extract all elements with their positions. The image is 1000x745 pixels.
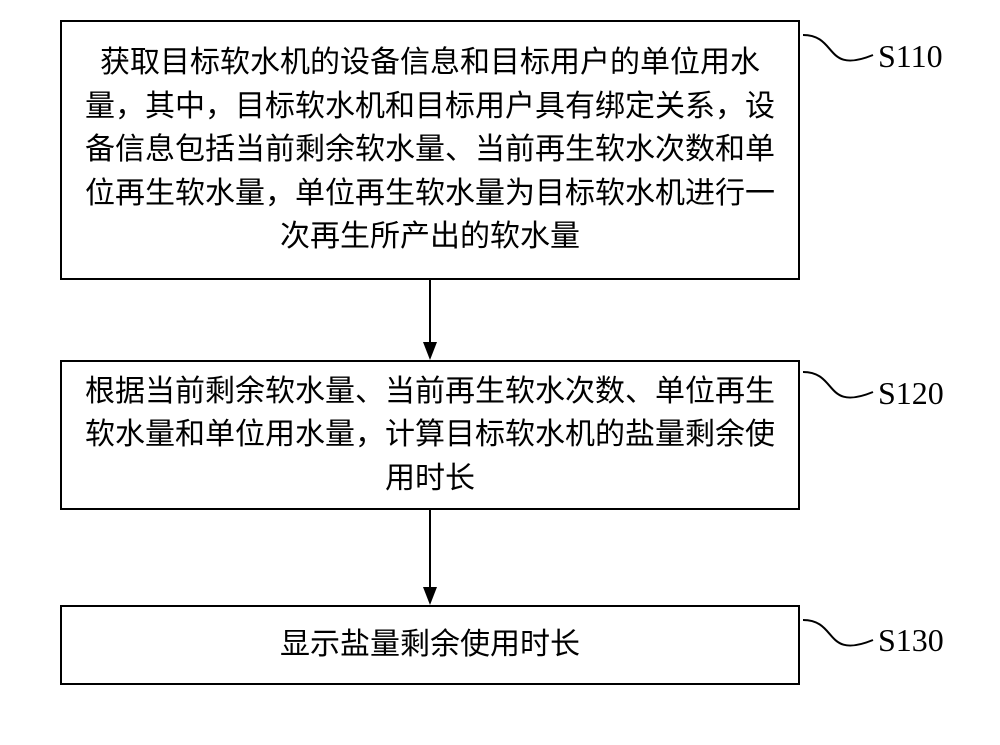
step-label-s130: S130 (878, 622, 944, 659)
arrow-s110-s120 (423, 280, 437, 360)
flowchart-container: 获取目标软水机的设备信息和目标用户的单位用水量，其中，目标软水机和目标用户具有绑… (0, 0, 1000, 745)
flow-step-s110-text: 获取目标软水机的设备信息和目标用户的单位用水量，其中，目标软水机和目标用户具有绑… (82, 41, 778, 259)
step-label-s110: S110 (878, 38, 943, 75)
step-label-s120: S120 (878, 375, 944, 412)
brace-s110 (803, 35, 873, 61)
flow-step-s130: 显示盐量剩余使用时长 (60, 605, 800, 685)
arrow-s120-s130 (423, 510, 437, 605)
flow-step-s110: 获取目标软水机的设备信息和目标用户的单位用水量，其中，目标软水机和目标用户具有绑… (60, 20, 800, 280)
brace-s120 (803, 372, 873, 398)
flow-step-s120-text: 根据当前剩余软水量、当前再生软水次数、单位再生软水量和单位用水量，计算目标软水机… (82, 370, 778, 501)
flow-step-s120: 根据当前剩余软水量、当前再生软水次数、单位再生软水量和单位用水量，计算目标软水机… (60, 360, 800, 510)
brace-s130 (803, 620, 873, 646)
flow-step-s130-text: 显示盐量剩余使用时长 (280, 623, 580, 667)
